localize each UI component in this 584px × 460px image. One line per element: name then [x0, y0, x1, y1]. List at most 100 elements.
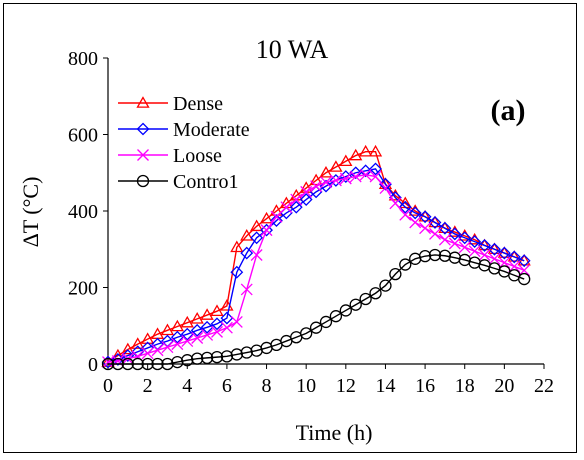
- x-marker-stroke: [329, 174, 342, 187]
- data-point-dense: [180, 315, 194, 328]
- x-marker-stroke: [468, 245, 481, 258]
- x-marker-stroke: [389, 197, 402, 210]
- series-line-dense: [107, 151, 525, 363]
- data-point-moderate: [488, 242, 501, 256]
- data-point-moderate: [289, 200, 303, 214]
- x-tick-label: 8: [262, 375, 272, 397]
- data-point-dense: [309, 173, 323, 186]
- x-marker-stroke: [320, 176, 332, 189]
- data-point-moderate: [121, 349, 135, 363]
- data-point-loose: [339, 172, 352, 185]
- data-point-moderate: [428, 216, 442, 229]
- data-point-dense: [368, 144, 383, 157]
- x-marker-stroke: [458, 241, 471, 254]
- x-tick-label: 22: [534, 375, 554, 397]
- data-point-moderate: [210, 317, 224, 331]
- x-tick-label: 20: [494, 375, 514, 397]
- data-point-contro1: [151, 357, 164, 371]
- x-marker-stroke: [161, 341, 174, 354]
- x-marker-stroke: [290, 193, 303, 206]
- data-point-dense: [240, 229, 254, 241]
- data-point-moderate: [230, 265, 244, 279]
- data-point-dense: [230, 240, 244, 253]
- data-point-moderate: [260, 223, 273, 237]
- x-tick-label: 14: [375, 375, 395, 397]
- x-marker-stroke: [300, 185, 313, 198]
- x-marker-stroke: [508, 260, 521, 273]
- data-point-contro1: [101, 357, 115, 371]
- data-point-loose: [438, 233, 451, 246]
- data-point-loose: [280, 201, 293, 214]
- x-marker-stroke: [171, 338, 184, 351]
- data-point-loose: [290, 193, 303, 206]
- data-point-contro1: [240, 346, 253, 359]
- data-point-loose: [399, 208, 412, 221]
- data-point-loose: [419, 222, 432, 235]
- data-point-loose: [270, 210, 283, 223]
- data-point-loose: [151, 344, 164, 357]
- data-point-loose: [359, 168, 372, 181]
- x-marker-stroke: [201, 328, 214, 341]
- data-point-loose: [478, 249, 491, 261]
- data-point-contro1: [399, 258, 412, 271]
- x-marker-stroke: [270, 210, 283, 223]
- data-point-dense: [121, 342, 135, 355]
- data-point-dense: [259, 211, 274, 224]
- data-point-contro1: [300, 327, 313, 340]
- data-point-dense: [319, 165, 333, 178]
- legend-item-loose: Loose: [118, 145, 222, 167]
- data-point-contro1: [518, 272, 531, 286]
- data-point-contro1: [131, 357, 144, 371]
- y-axis-title: ΔT (°C): [18, 177, 43, 248]
- data-point-contro1: [309, 321, 323, 334]
- legend-label-dense: Dense: [173, 93, 223, 115]
- legend-marker-loose: [137, 149, 149, 161]
- x-tick-label: 2: [143, 375, 153, 397]
- x-tick-label: 12: [336, 375, 356, 397]
- x-marker-stroke: [151, 344, 164, 357]
- chart-title: 10 WA: [256, 35, 329, 64]
- data-point-moderate: [250, 231, 264, 245]
- data-point-contro1: [121, 357, 134, 371]
- data-point-loose: [320, 176, 332, 189]
- x-marker-stroke: [181, 335, 194, 348]
- data-point-contro1: [210, 350, 224, 364]
- x-marker-stroke: [310, 180, 323, 193]
- data-point-loose: [102, 356, 114, 369]
- data-point-moderate: [398, 200, 412, 214]
- data-point-moderate: [379, 177, 392, 191]
- x-marker-stroke: [419, 222, 432, 235]
- y-tick-label: 800: [68, 48, 98, 70]
- legend: Dense Moderate Loose Contro1: [118, 93, 250, 193]
- data-point-dense: [190, 312, 204, 324]
- x-marker-stroke: [220, 321, 233, 334]
- x-marker-stroke: [260, 224, 273, 237]
- data-point-dense: [428, 215, 442, 228]
- data-point-dense: [210, 304, 224, 316]
- data-point-loose: [468, 245, 481, 258]
- data-point-loose: [349, 170, 362, 183]
- x-tick-label: 16: [415, 375, 435, 397]
- data-point-dense: [349, 148, 363, 161]
- data-point-loose: [429, 227, 441, 240]
- data-point-dense: [160, 323, 175, 336]
- x-marker-stroke: [191, 332, 204, 344]
- data-point-loose: [329, 174, 342, 187]
- x-marker-stroke: [409, 216, 422, 229]
- data-point-moderate: [369, 162, 382, 176]
- data-point-contro1: [389, 267, 402, 281]
- series-layer: [101, 144, 531, 371]
- data-point-contro1: [339, 304, 352, 317]
- legend-item-dense: Dense: [118, 93, 223, 115]
- data-point-dense: [131, 337, 145, 349]
- data-point-loose: [379, 182, 392, 195]
- data-point-dense: [250, 219, 264, 232]
- x-marker-stroke: [429, 227, 441, 240]
- data-point-dense: [329, 160, 343, 172]
- series-line-moderate: [107, 168, 525, 363]
- data-point-moderate: [200, 320, 214, 334]
- data-point-contro1: [191, 352, 204, 365]
- data-point-contro1: [111, 357, 125, 371]
- data-point-moderate: [438, 221, 452, 235]
